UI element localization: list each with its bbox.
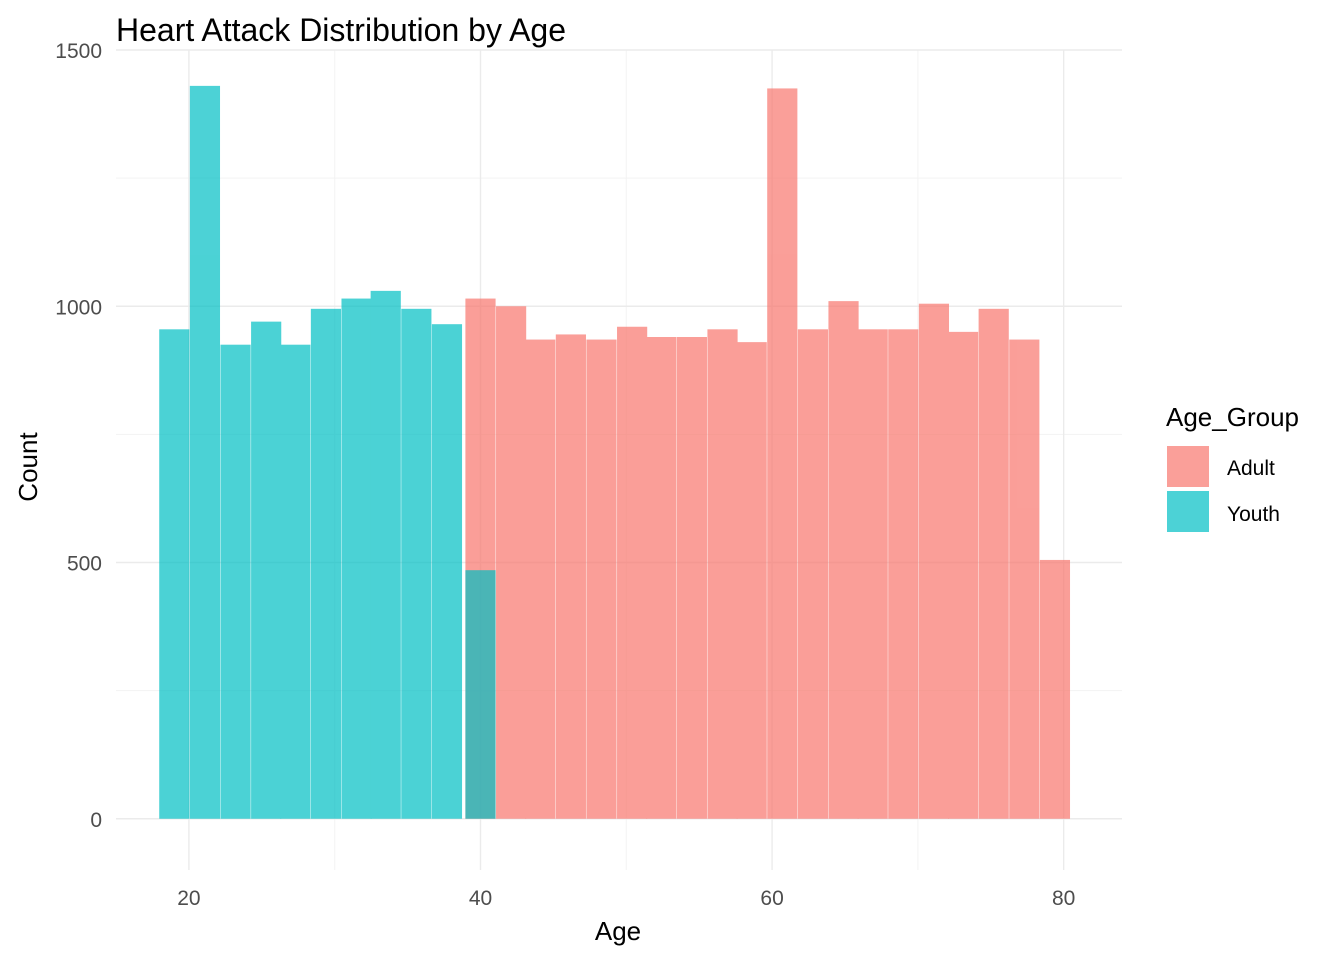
bar-adult bbox=[857, 329, 888, 819]
bar-adult bbox=[646, 337, 677, 819]
bar-adult bbox=[918, 303, 950, 819]
bar-youth bbox=[159, 329, 190, 819]
legend-key-adult bbox=[1167, 446, 1209, 487]
bar-adult bbox=[978, 308, 1009, 819]
x-axis-title: Age bbox=[595, 916, 641, 946]
x-tick-label: 20 bbox=[177, 887, 200, 910]
bar-youth bbox=[401, 308, 432, 819]
bar-adult bbox=[1009, 339, 1040, 819]
y-tick-label: 1000 bbox=[55, 296, 102, 319]
bar-youth bbox=[310, 308, 342, 819]
adult-bars bbox=[465, 88, 1071, 819]
x-tick-label: 60 bbox=[760, 887, 783, 910]
bar-adult bbox=[525, 339, 556, 819]
bar-youth bbox=[189, 85, 221, 819]
bar-adult bbox=[767, 88, 798, 819]
bar-adult bbox=[496, 306, 527, 819]
legend-title: Age_Group bbox=[1166, 402, 1299, 432]
bar-adult bbox=[947, 331, 979, 819]
bar-youth bbox=[341, 298, 372, 819]
legend-label-adult: Adult bbox=[1227, 457, 1275, 480]
bar-youth bbox=[465, 570, 496, 819]
bar-youth bbox=[280, 344, 311, 819]
x-tick-label: 40 bbox=[469, 887, 492, 910]
y-tick-label: 1500 bbox=[55, 40, 102, 63]
legend: Age_Group Adult Youth bbox=[1166, 402, 1299, 532]
bar-adult bbox=[888, 329, 919, 819]
bar-adult bbox=[586, 339, 617, 819]
bar-youth bbox=[370, 290, 401, 819]
bar-adult bbox=[707, 329, 738, 819]
youth-bars bbox=[159, 85, 496, 819]
bar-adult bbox=[676, 337, 707, 819]
bar-adult bbox=[736, 342, 767, 819]
bar-adult bbox=[828, 301, 859, 819]
bar-adult bbox=[1039, 559, 1071, 819]
bar-youth bbox=[431, 324, 463, 819]
legend-key-youth bbox=[1167, 491, 1209, 532]
bar-youth bbox=[220, 344, 251, 819]
legend-label-youth: Youth bbox=[1227, 503, 1280, 526]
y-tick-label: 0 bbox=[90, 809, 102, 832]
bar-youth bbox=[251, 321, 282, 819]
tick-labels: 20 40 60 80 0 500 1000 1500 bbox=[55, 40, 1075, 910]
bar-adult bbox=[555, 334, 586, 819]
chart-title: Heart Attack Distribution by Age bbox=[116, 12, 566, 48]
y-axis-title: Count bbox=[13, 432, 43, 502]
x-tick-label: 80 bbox=[1052, 887, 1075, 910]
bar-adult bbox=[797, 329, 829, 819]
bar-adult bbox=[617, 326, 648, 819]
y-tick-label: 500 bbox=[67, 553, 102, 576]
